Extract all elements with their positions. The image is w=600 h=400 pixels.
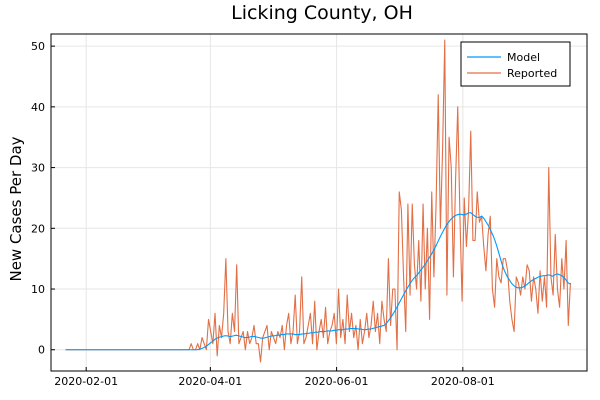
plot-series xyxy=(65,39,571,363)
plot-frame xyxy=(50,33,588,372)
y-tick-label: 30 xyxy=(31,162,45,175)
y-tick-label: 10 xyxy=(31,283,45,296)
x-tick-label: 2020-02-01 xyxy=(54,375,118,388)
legend-label-model: Model xyxy=(507,51,540,64)
legend-box xyxy=(460,41,571,87)
series-line-model xyxy=(65,211,571,351)
legend-label-reported: Reported xyxy=(507,67,557,80)
chart-title: Licking County, OH xyxy=(231,2,413,24)
y-ticks: 0 10 20 30 40 50 xyxy=(31,40,55,357)
x-ticks: 2020-02-01 2020-04-01 2020-06-01 2020-08-01 xyxy=(54,367,495,388)
x-tick-label: 2020-08-01 xyxy=(431,375,495,388)
y-tick-label: 0 xyxy=(38,344,45,357)
y-axis-label: New Cases Per Day xyxy=(7,136,25,281)
x-tick-label: 2020-04-01 xyxy=(178,375,242,388)
y-tick-label: 20 xyxy=(31,222,45,235)
series-line-reported xyxy=(65,39,571,363)
y-tick-label: 50 xyxy=(31,40,45,53)
x-tick-label: 2020-06-01 xyxy=(305,375,369,388)
legend: Model Reported xyxy=(460,41,571,87)
y-tick-label: 40 xyxy=(31,101,45,114)
grid xyxy=(51,34,587,371)
